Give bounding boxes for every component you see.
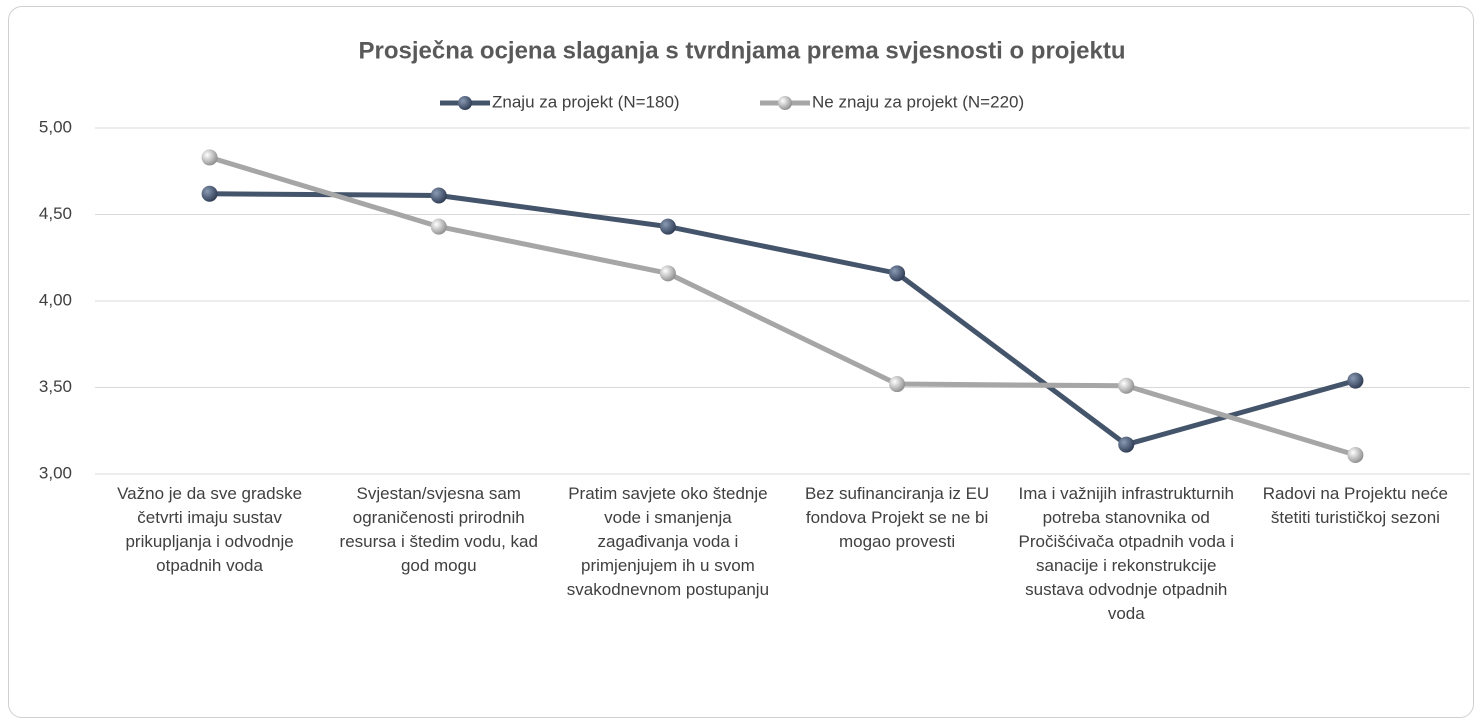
y-tick-label: 3,50: [39, 377, 72, 396]
chart-title: Prosječna ocjena slaganja s tvrdnjama pr…: [359, 37, 1126, 64]
x-tick-label: Važno je da sve gradske četvrti imaju su…: [117, 484, 303, 575]
x-tick-label: Radovi na Projektu neće štetiti turistič…: [1262, 484, 1449, 527]
data-point: [1118, 436, 1135, 453]
data-point: [1118, 377, 1135, 394]
data-point: [430, 187, 447, 204]
data-point: [201, 185, 218, 202]
legend-marker: [778, 96, 792, 110]
data-point: [659, 218, 676, 235]
data-point: [1347, 372, 1364, 389]
data-point: [1347, 446, 1364, 463]
y-tick-label: 4,00: [39, 290, 72, 309]
series-line: [209, 191, 1357, 448]
x-tick-label: Pratim savjete oko štednje vode i smanje…: [566, 484, 770, 599]
data-point: [889, 376, 906, 393]
data-point: [201, 149, 218, 166]
legend-label: Ne znaju za projekt (N=220): [812, 92, 1024, 111]
data-point: [659, 265, 676, 282]
data-point: [430, 218, 447, 235]
x-tick-label: Svjestan/svjesna sam ograničenosti priro…: [339, 484, 538, 575]
data-point: [889, 265, 906, 282]
legend-marker: [458, 96, 472, 110]
legend-label: Znaju za projekt (N=180): [492, 92, 680, 111]
x-tick-label: Ima i važnijih infrastrukturnih potreba …: [1018, 484, 1234, 623]
y-tick-label: 3,00: [39, 463, 72, 482]
x-tick-label: Bez sufinanciranja iz EU fondova Projekt…: [804, 484, 990, 551]
y-tick-label: 4,50: [39, 204, 72, 223]
y-tick-label: 5,00: [39, 117, 72, 136]
series-line: [208, 155, 1357, 458]
chart-frame: [8, 6, 1474, 718]
